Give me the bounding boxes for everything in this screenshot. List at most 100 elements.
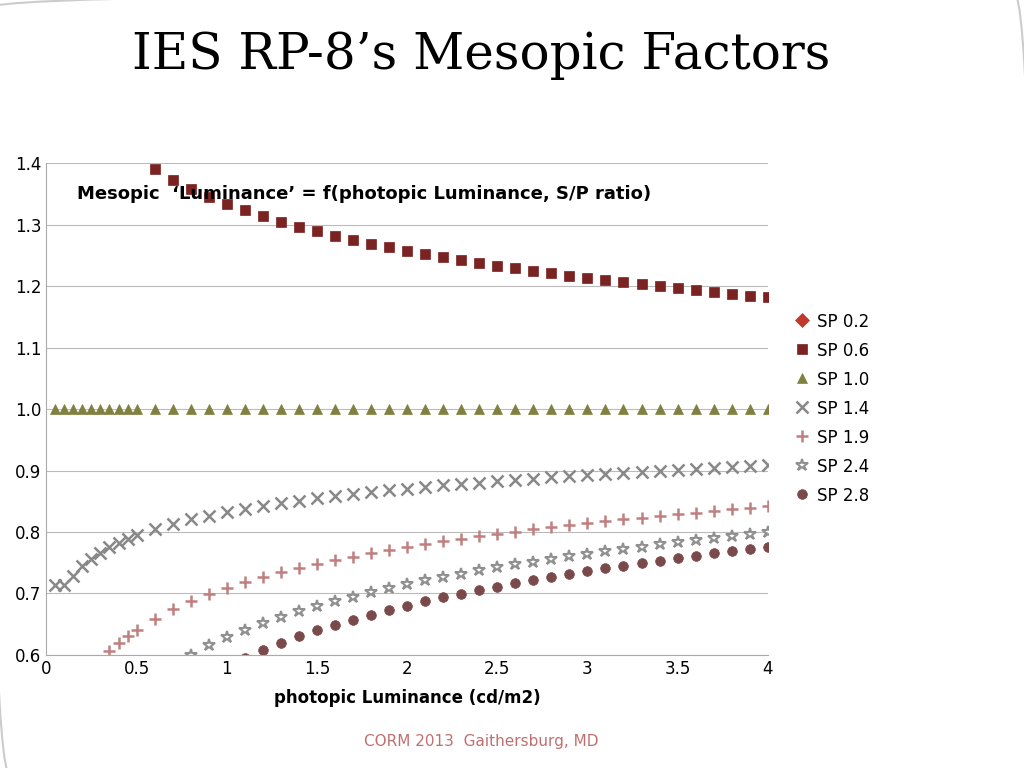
SP 1.0: [401, 405, 414, 414]
SP 1.4: [437, 481, 450, 490]
SP 1.9: [148, 614, 161, 624]
SP 2.4: [545, 554, 557, 564]
SP 1.9: [419, 540, 431, 549]
SP 2.8: [762, 542, 774, 551]
SP 1.4: [653, 466, 666, 475]
SP 1.4: [726, 462, 738, 472]
SP 1.9: [383, 545, 395, 554]
SP 1.0: [726, 405, 738, 414]
SP 1.9: [167, 605, 179, 614]
SP 2.4: [220, 633, 232, 642]
SP 0.6: [708, 287, 720, 296]
SP 0.6: [274, 217, 287, 227]
SP 1.9: [509, 527, 521, 536]
SP 1.4: [563, 472, 575, 481]
SP 1.0: [184, 405, 197, 414]
SP 1.4: [85, 554, 97, 564]
SP 1.0: [239, 405, 251, 414]
SP 2.4: [635, 542, 647, 551]
SP 1.9: [94, 656, 106, 665]
SP 0.6: [94, 118, 106, 127]
Text: IES RP-8’s Mesopic Factors: IES RP-8’s Mesopic Factors: [132, 31, 830, 80]
SP 2.4: [582, 549, 594, 558]
SP 1.9: [203, 590, 215, 599]
SP 1.9: [708, 506, 720, 515]
SP 2.8: [582, 567, 594, 576]
SP 2.4: [473, 566, 485, 575]
SP 0.6: [455, 256, 467, 265]
SP 0.6: [85, 105, 97, 114]
SP 2.8: [492, 582, 504, 591]
SP 1.4: [419, 482, 431, 492]
SP 1.0: [383, 405, 395, 414]
SP 0.6: [347, 235, 359, 244]
SP 2.8: [293, 632, 305, 641]
SP 1.4: [599, 469, 611, 478]
SP 2.4: [94, 729, 106, 738]
SP 1.4: [184, 515, 197, 524]
SP 1.4: [257, 502, 269, 511]
SP 1.4: [58, 580, 71, 589]
SP 1.4: [743, 462, 756, 471]
SP 1.0: [103, 405, 116, 414]
SP 2.8: [726, 547, 738, 556]
SP 2.4: [383, 584, 395, 593]
SP 1.0: [689, 405, 701, 414]
SP 1.9: [239, 578, 251, 587]
SP 1.9: [257, 573, 269, 582]
SP 2.8: [113, 746, 125, 755]
SP 1.0: [527, 405, 540, 414]
SP 0.6: [122, 145, 134, 154]
SP 1.4: [274, 498, 287, 508]
SP 0.6: [113, 137, 125, 146]
SP 1.4: [689, 465, 701, 474]
SP 1.9: [184, 597, 197, 606]
SP 2.4: [58, 763, 71, 768]
SP 1.9: [76, 681, 88, 690]
SP 2.8: [419, 597, 431, 606]
SP 1.9: [113, 639, 125, 648]
SP 2.8: [743, 545, 756, 554]
SP 0.6: [203, 192, 215, 201]
SP 2.4: [68, 763, 80, 768]
SP 1.4: [708, 463, 720, 472]
SP 1.4: [94, 548, 106, 558]
SP 2.4: [492, 563, 504, 572]
SP 1.0: [762, 405, 774, 414]
SP 1.4: [130, 531, 142, 540]
SP 1.0: [203, 405, 215, 414]
SP 1.9: [743, 503, 756, 512]
SP 1.9: [563, 521, 575, 530]
SP 2.4: [203, 641, 215, 650]
SP 2.4: [689, 535, 701, 545]
SP 1.4: [49, 580, 61, 589]
SP 0.6: [49, 0, 61, 4]
SP 1.0: [419, 405, 431, 414]
SP 1.0: [672, 405, 684, 414]
SP 1.0: [68, 405, 80, 414]
SP 2.8: [437, 593, 450, 602]
SP 1.4: [635, 467, 647, 476]
SP 1.4: [239, 504, 251, 513]
SP 2.4: [563, 551, 575, 561]
SP 2.8: [329, 621, 341, 630]
SP 2.8: [365, 610, 377, 619]
SP 1.9: [49, 696, 61, 705]
SP 1.0: [122, 405, 134, 414]
SP 1.0: [130, 405, 142, 414]
SP 0.6: [239, 206, 251, 215]
Line: SP 1.4: SP 1.4: [50, 460, 773, 591]
SP 1.0: [274, 405, 287, 414]
SP 0.6: [220, 199, 232, 208]
SP 1.4: [76, 562, 88, 571]
SP 2.8: [347, 615, 359, 624]
SP 2.4: [329, 597, 341, 606]
SP 1.0: [509, 405, 521, 414]
SP 0.6: [599, 276, 611, 285]
SP 0.6: [635, 280, 647, 289]
SP 1.9: [762, 502, 774, 511]
SP 1.0: [563, 405, 575, 414]
SP 1.4: [527, 474, 540, 483]
SP 1.4: [383, 485, 395, 495]
SP 1.0: [58, 405, 71, 414]
